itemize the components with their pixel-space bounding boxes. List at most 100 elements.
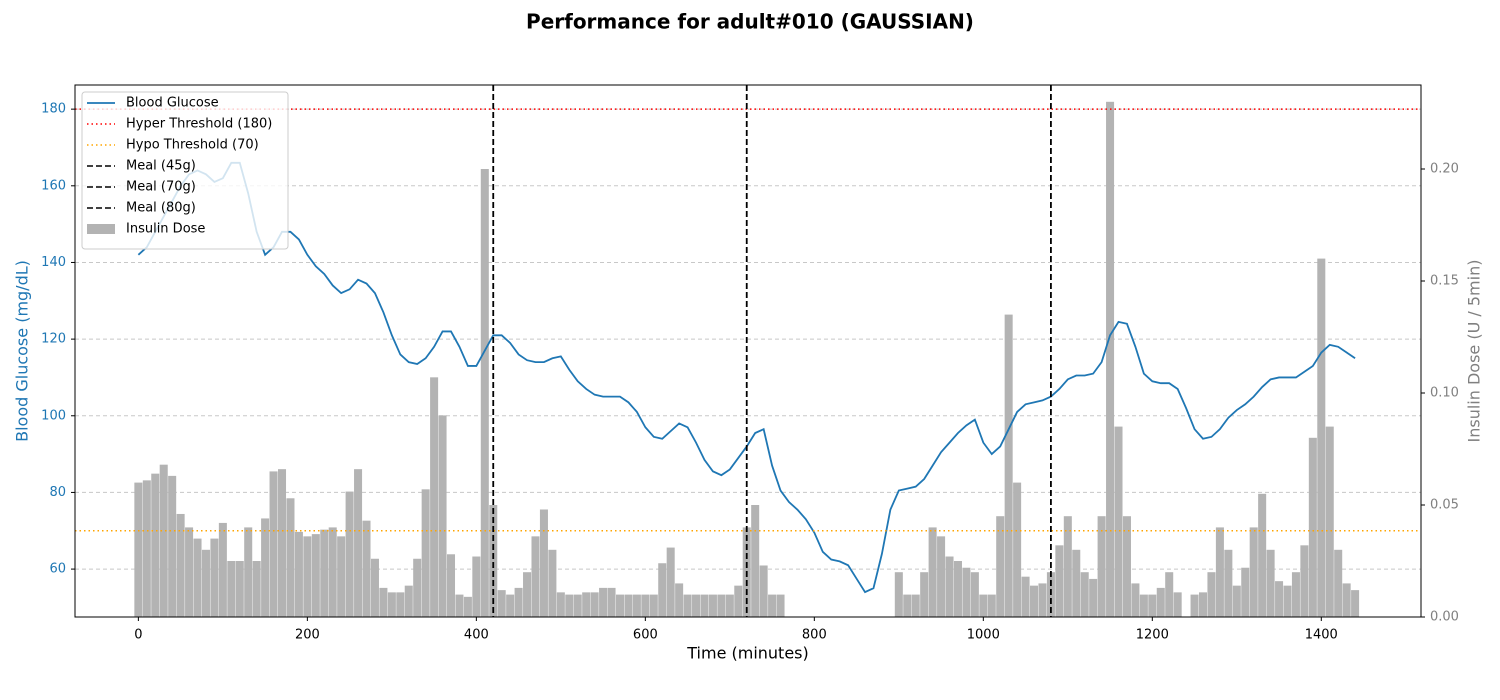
- legend-label: Meal (70g): [126, 180, 196, 195]
- insulin-bar: [928, 527, 937, 617]
- legend-label: Hyper Threshold (180): [126, 117, 272, 132]
- insulin-bar: [1334, 549, 1343, 617]
- insulin-bar: [421, 489, 430, 617]
- insulin-bar: [1106, 101, 1115, 618]
- legend-label: Blood Glucose: [126, 96, 219, 111]
- insulin-bar: [607, 587, 616, 617]
- insulin-bar: [590, 592, 599, 617]
- x-tick-label: 800: [802, 628, 827, 643]
- insulin-bar: [303, 536, 312, 617]
- y-tick-label: 140: [41, 255, 66, 270]
- insulin-bar: [404, 585, 413, 617]
- insulin-bar: [903, 594, 912, 617]
- insulin-bar: [987, 594, 996, 617]
- insulin-bar: [201, 549, 210, 617]
- insulin-bar: [1165, 572, 1174, 617]
- legend-label: Insulin Dose: [126, 222, 205, 237]
- insulin-bar: [996, 516, 1005, 617]
- insulin-bar: [370, 558, 379, 617]
- insulin-bar: [294, 531, 303, 617]
- insulin-bar: [962, 567, 971, 617]
- insulin-bar: [1030, 585, 1039, 617]
- insulin-bar: [700, 594, 709, 617]
- insulin-bar: [1317, 258, 1326, 617]
- insulin-bar: [641, 594, 650, 617]
- legend-swatch: [87, 224, 115, 234]
- insulin-bar: [1080, 572, 1089, 617]
- insulin-bar: [658, 563, 667, 617]
- insulin-bar: [176, 513, 185, 617]
- x-tick-label: 200: [295, 628, 320, 643]
- insulin-bar: [1300, 545, 1309, 617]
- insulin-bar: [937, 536, 946, 617]
- insulin-bar: [556, 592, 565, 617]
- x-tick-label: 1000: [967, 628, 1000, 643]
- insulin-bar: [1351, 590, 1360, 617]
- insulin-bar: [683, 594, 692, 617]
- insulin-bar: [1291, 572, 1300, 617]
- insulin-bar: [1224, 549, 1233, 617]
- x-axis-label: Time (minutes): [686, 644, 809, 663]
- insulin-bar: [1190, 594, 1199, 617]
- insulin-bar: [328, 527, 337, 617]
- insulin-bar: [235, 561, 244, 617]
- y-tick-label: 60: [49, 562, 66, 577]
- x-tick-label: 600: [633, 628, 658, 643]
- y2-tick-label: 0.15: [1430, 274, 1459, 289]
- insulin-bar: [142, 480, 151, 617]
- insulin-bar: [1207, 572, 1216, 617]
- insulin-bar: [1275, 581, 1284, 617]
- insulin-bar: [1342, 583, 1351, 617]
- insulin-bar: [1004, 314, 1013, 617]
- insulin-bar: [430, 377, 439, 617]
- insulin-bar: [615, 594, 625, 617]
- insulin-bar: [539, 509, 548, 617]
- insulin-bar: [168, 475, 177, 617]
- insulin-bar: [970, 572, 979, 617]
- insulin-bar: [185, 527, 194, 617]
- insulin-bar: [506, 594, 515, 617]
- chart-title: Performance for adult#010 (GAUSSIAN): [526, 10, 974, 34]
- insulin-bar: [1232, 585, 1241, 617]
- insulin-bar: [320, 529, 329, 617]
- insulin-bar: [261, 518, 270, 617]
- insulin-bar: [134, 482, 143, 617]
- insulin-bar: [1139, 594, 1148, 617]
- insulin-bar: [1097, 516, 1106, 617]
- insulin-bar: [1308, 437, 1317, 617]
- insulin-bar: [1241, 567, 1250, 617]
- insulin-bar: [286, 498, 295, 617]
- x-tick-label: 1200: [1136, 628, 1169, 643]
- insulin-bar: [514, 587, 523, 617]
- insulin-bar: [455, 594, 464, 617]
- insulin-bar: [480, 169, 489, 617]
- y-tick-label: 80: [49, 485, 66, 500]
- insulin-bar: [599, 587, 608, 617]
- insulin-bar: [362, 520, 371, 617]
- insulin-bar: [345, 491, 354, 617]
- y-axis-label: Blood Glucose (mg/dL): [13, 260, 32, 442]
- insulin-bar: [1089, 578, 1098, 617]
- insulin-bar: [920, 572, 929, 617]
- insulin-bar: [1215, 527, 1224, 617]
- legend-label: Meal (80g): [126, 201, 196, 216]
- insulin-bar: [396, 592, 405, 617]
- y-tick-label: 120: [41, 332, 66, 347]
- insulin-bar: [565, 594, 574, 617]
- insulin-bar: [1055, 545, 1064, 617]
- y2-tick-label: 0.20: [1430, 162, 1459, 177]
- insulin-bar: [1249, 527, 1258, 617]
- insulin-bar: [666, 547, 675, 617]
- y2-axis-label: Insulin Dose (U / 5min): [1465, 260, 1484, 443]
- insulin-bar: [227, 561, 236, 617]
- insulin-bar: [776, 594, 785, 617]
- insulin-bar: [413, 558, 422, 617]
- insulin-bar: [277, 469, 287, 617]
- insulin-bar: [751, 505, 760, 617]
- insulin-bar: [438, 415, 447, 617]
- insulin-bar: [1063, 516, 1072, 617]
- y2-tick-label: 0.00: [1430, 610, 1459, 625]
- x-tick-label: 400: [464, 628, 489, 643]
- insulin-bar: [945, 556, 954, 617]
- insulin-bar: [717, 594, 726, 617]
